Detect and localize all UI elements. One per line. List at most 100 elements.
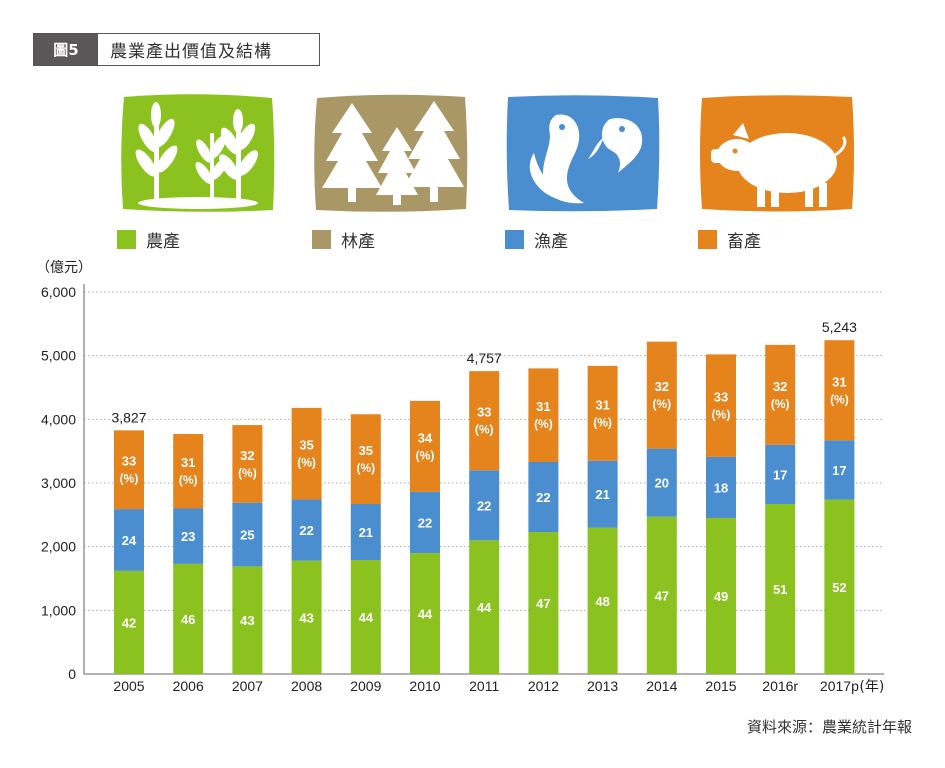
segment-percent-label: 33 bbox=[122, 454, 136, 469]
legend-label-forest: 林產 bbox=[341, 232, 375, 252]
y-tick-label: 4,000 bbox=[41, 411, 76, 427]
bar-segment bbox=[410, 400, 440, 492]
segment-percent-label: 43 bbox=[240, 613, 254, 628]
legend-item-fishery: 漁產 bbox=[505, 227, 568, 252]
segment-percent-unit: (%) bbox=[593, 415, 612, 429]
segment-percent-label: 47 bbox=[536, 596, 550, 611]
x-tick-label: 2011 bbox=[469, 678, 499, 694]
segment-percent-label: 33 bbox=[477, 405, 491, 420]
segment-percent-label: 44 bbox=[477, 600, 492, 615]
segment-percent-label: 35 bbox=[299, 438, 313, 453]
bar-segment bbox=[765, 504, 796, 674]
bar-segment bbox=[528, 532, 559, 674]
bar-segment bbox=[824, 340, 855, 441]
bar-segment bbox=[469, 371, 500, 471]
segment-percent-label: 17 bbox=[773, 467, 787, 482]
segment-percent-unit: (%) bbox=[356, 461, 375, 475]
bar-segment bbox=[587, 365, 618, 461]
segment-percent-label: 21 bbox=[595, 487, 609, 502]
segment-percent-label: 31 bbox=[536, 399, 550, 414]
y-tick-label: 5,000 bbox=[41, 348, 76, 364]
segment-percent-label: 34 bbox=[418, 430, 433, 445]
segment-percent-unit: (%) bbox=[238, 466, 257, 480]
segment-percent-label: 22 bbox=[536, 490, 550, 505]
bar-segment bbox=[232, 502, 263, 567]
x-tick-label: 2015 bbox=[705, 678, 736, 694]
bar-total-label: 5,243 bbox=[822, 319, 857, 335]
bar-segment bbox=[469, 470, 500, 541]
legend-swatch-livestock bbox=[698, 230, 717, 249]
legend-item-forest: 林產 bbox=[312, 227, 375, 252]
bar-segment bbox=[173, 563, 204, 674]
segment-percent-label: 32 bbox=[240, 448, 254, 463]
bar-segment bbox=[114, 509, 144, 571]
bar-segment bbox=[350, 560, 381, 674]
segment-percent-unit: (%) bbox=[652, 397, 671, 411]
segment-percent-label: 24 bbox=[122, 533, 137, 548]
figure-title-box: 圖5 農業產出價值及結構 bbox=[33, 33, 320, 66]
legend-item-farm: 農產 bbox=[117, 227, 180, 252]
segment-percent-label: 22 bbox=[299, 523, 313, 538]
segment-percent-label: 22 bbox=[477, 498, 491, 513]
bar-segment bbox=[646, 516, 677, 674]
x-unit-label: (年) bbox=[859, 679, 884, 695]
bar-segment bbox=[410, 491, 440, 554]
segment-percent-label: 31 bbox=[181, 455, 195, 470]
bar-segment bbox=[587, 527, 618, 674]
bar-segment bbox=[765, 444, 796, 505]
bar-segment bbox=[350, 504, 381, 561]
segment-percent-label: 21 bbox=[359, 525, 373, 540]
x-tick-label: 2005 bbox=[113, 678, 144, 694]
plant-icon bbox=[121, 94, 275, 212]
bar-total-label: 4,757 bbox=[467, 350, 502, 366]
legend-item-livestock: 畜產 bbox=[698, 227, 761, 252]
segment-percent-unit: (%) bbox=[120, 472, 139, 486]
figure-title: 農業產出價值及結構 bbox=[110, 42, 272, 62]
x-tick-label: 2014 bbox=[646, 678, 677, 694]
bar-segment bbox=[824, 499, 855, 674]
legend-swatch-farm bbox=[117, 230, 136, 249]
segment-percent-label: 31 bbox=[832, 374, 846, 389]
y-unit-label: （億元） bbox=[36, 260, 92, 276]
y-tick-label: 6,000 bbox=[41, 284, 76, 300]
segment-percent-unit: (%) bbox=[534, 417, 553, 431]
x-tick-label: 2013 bbox=[587, 678, 618, 694]
bar-segment bbox=[114, 570, 144, 674]
x-tick-label: 2007 bbox=[232, 678, 263, 694]
x-tick-label: 2009 bbox=[350, 678, 381, 694]
x-tick-label: 2006 bbox=[173, 678, 204, 694]
pig-icon bbox=[700, 95, 854, 212]
bar-segment bbox=[528, 368, 559, 462]
source-note: 資料來源：農業統計年報 bbox=[746, 718, 912, 736]
bar-segment bbox=[173, 508, 204, 564]
segment-percent-unit: (%) bbox=[771, 397, 790, 411]
segment-percent-unit: (%) bbox=[416, 448, 435, 462]
segment-percent-label: 43 bbox=[299, 610, 313, 625]
segment-percent-label: 35 bbox=[359, 443, 373, 458]
y-tick-label: 1,000 bbox=[41, 602, 76, 618]
bar-segment bbox=[410, 553, 440, 674]
legend-swatch-fishery bbox=[505, 230, 524, 249]
segment-percent-label: 46 bbox=[181, 612, 195, 627]
legend-label-farm: 農產 bbox=[146, 232, 180, 252]
bar-segment bbox=[350, 414, 381, 505]
segment-percent-label: 20 bbox=[655, 476, 669, 491]
segment-percent-label: 44 bbox=[418, 607, 433, 622]
bar-segment bbox=[706, 354, 736, 457]
tree-icon bbox=[314, 94, 468, 212]
y-tick-label: 0 bbox=[68, 666, 76, 682]
legend-label-livestock: 畜產 bbox=[727, 232, 761, 252]
bar-segment bbox=[291, 499, 322, 561]
segment-percent-label: 33 bbox=[714, 390, 728, 405]
legend-swatch-forest bbox=[312, 230, 331, 249]
bar-segment bbox=[587, 460, 618, 528]
bar-segment bbox=[824, 440, 855, 500]
bar-total-label: 3,827 bbox=[111, 409, 146, 425]
fish-icon bbox=[506, 95, 660, 212]
segment-percent-label: 17 bbox=[832, 463, 846, 478]
segment-percent-label: 52 bbox=[832, 580, 846, 595]
segment-percent-label: 49 bbox=[714, 589, 728, 604]
segment-percent-unit: (%) bbox=[297, 456, 316, 470]
x-tick-label: 2010 bbox=[409, 678, 440, 694]
segment-percent-label: 51 bbox=[773, 582, 787, 597]
